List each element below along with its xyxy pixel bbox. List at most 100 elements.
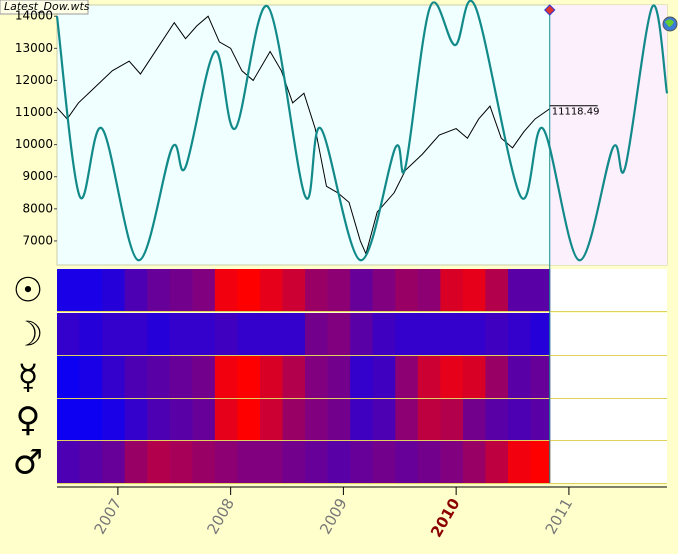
heat-cell — [124, 313, 148, 355]
heat-cell — [395, 313, 419, 355]
heat-cell — [530, 313, 551, 355]
heat-cell — [237, 356, 261, 398]
heat-cell — [124, 399, 148, 440]
heat-cell — [102, 269, 126, 311]
heat-cell — [372, 313, 396, 355]
heat-cell — [79, 399, 103, 440]
future-area — [549, 5, 667, 265]
heat-cell — [485, 269, 509, 311]
heat-cell — [79, 313, 103, 355]
heat-cell — [305, 356, 329, 398]
heat-cell — [147, 399, 171, 440]
heat-cell — [350, 441, 374, 483]
heat-cell — [237, 269, 261, 311]
row-label: ☿ — [18, 358, 39, 398]
heat-cell — [169, 356, 193, 398]
heat-cell — [350, 313, 374, 355]
y-tick-label: 8000 — [22, 201, 53, 215]
heat-cell — [530, 399, 551, 440]
heat-cell — [395, 441, 419, 483]
heat-cell — [237, 441, 261, 483]
heat-cell — [508, 269, 532, 311]
heat-cell — [305, 399, 329, 440]
heat-cell — [214, 269, 238, 311]
heat-cell — [214, 356, 238, 398]
heat-cell — [57, 313, 81, 355]
heat-cell — [237, 399, 261, 440]
heat-cell — [192, 356, 216, 398]
cursor-marker[interactable] — [544, 4, 556, 16]
heat-cell — [169, 441, 193, 483]
heat-cell — [485, 399, 509, 440]
heat-cell — [530, 356, 551, 398]
heat-cell — [147, 356, 171, 398]
heat-cell — [259, 313, 284, 355]
heat-cell — [462, 399, 486, 440]
heat-cell — [147, 441, 171, 483]
heat-cell — [79, 269, 103, 311]
heat-cell — [395, 399, 419, 440]
heat-cell — [327, 269, 351, 311]
y-tick-label: 14000 — [15, 9, 53, 23]
heat-cell — [440, 269, 464, 311]
heat-cell — [508, 313, 532, 355]
heat-cell — [192, 269, 216, 311]
heat-cell — [327, 356, 351, 398]
y-tick-label: 13000 — [15, 41, 53, 55]
row-label: ☽ — [13, 315, 43, 355]
heat-cell — [372, 399, 396, 440]
heat-cell — [462, 441, 486, 483]
heat-cell — [192, 441, 216, 483]
heat-cell — [102, 399, 126, 440]
heat-cell — [282, 441, 306, 483]
heat-cell — [350, 356, 374, 398]
heat-cell — [282, 269, 306, 311]
heat-cell — [327, 441, 351, 483]
heat-cell — [124, 441, 148, 483]
heat-cell — [485, 313, 509, 355]
heat-cell — [57, 269, 81, 311]
y-tick-label: 10000 — [15, 137, 53, 151]
row-label: ♀ — [16, 400, 41, 440]
y-tick-label: 7000 — [22, 233, 53, 247]
heat-cell — [327, 313, 351, 355]
heat-cell — [417, 313, 441, 355]
heat-cell — [305, 441, 329, 483]
y-tick-label: 12000 — [15, 73, 53, 87]
heat-cell — [350, 269, 374, 311]
heat-cell — [102, 356, 126, 398]
file-name[interactable]: Latest_Dow.wts — [4, 0, 90, 13]
heat-cell — [440, 441, 464, 483]
cycle-line — [55, 0, 669, 262]
globe-icon[interactable] — [662, 16, 678, 32]
heat-cell — [417, 356, 441, 398]
heat-cell — [214, 313, 238, 355]
heat-cell — [57, 399, 81, 440]
heat-cell — [214, 399, 238, 440]
heat-cell — [169, 269, 193, 311]
heat-cell — [530, 269, 551, 311]
heat-cell — [417, 399, 441, 440]
heat-cell — [305, 269, 329, 311]
heat-cell — [372, 269, 396, 311]
heat-cell — [192, 399, 216, 440]
heat-cell — [192, 313, 216, 355]
heat-cell — [327, 399, 351, 440]
heat-cell — [57, 441, 81, 483]
heat-cell — [259, 441, 284, 483]
y-tick-label: 11000 — [15, 105, 53, 119]
heat-cell — [508, 356, 532, 398]
heat-cell — [124, 269, 148, 311]
heat-cell — [305, 313, 329, 355]
heat-cell — [282, 313, 306, 355]
heat-cell — [462, 313, 486, 355]
heat-cell — [440, 399, 464, 440]
heat-cell — [169, 313, 193, 355]
heat-cell — [508, 441, 532, 483]
globe-land — [665, 19, 674, 27]
file-tab[interactable] — [0, 0, 89, 15]
last-value-label: 11118.49 — [552, 107, 600, 118]
heat-cell — [57, 356, 81, 398]
heat-cell — [417, 441, 441, 483]
